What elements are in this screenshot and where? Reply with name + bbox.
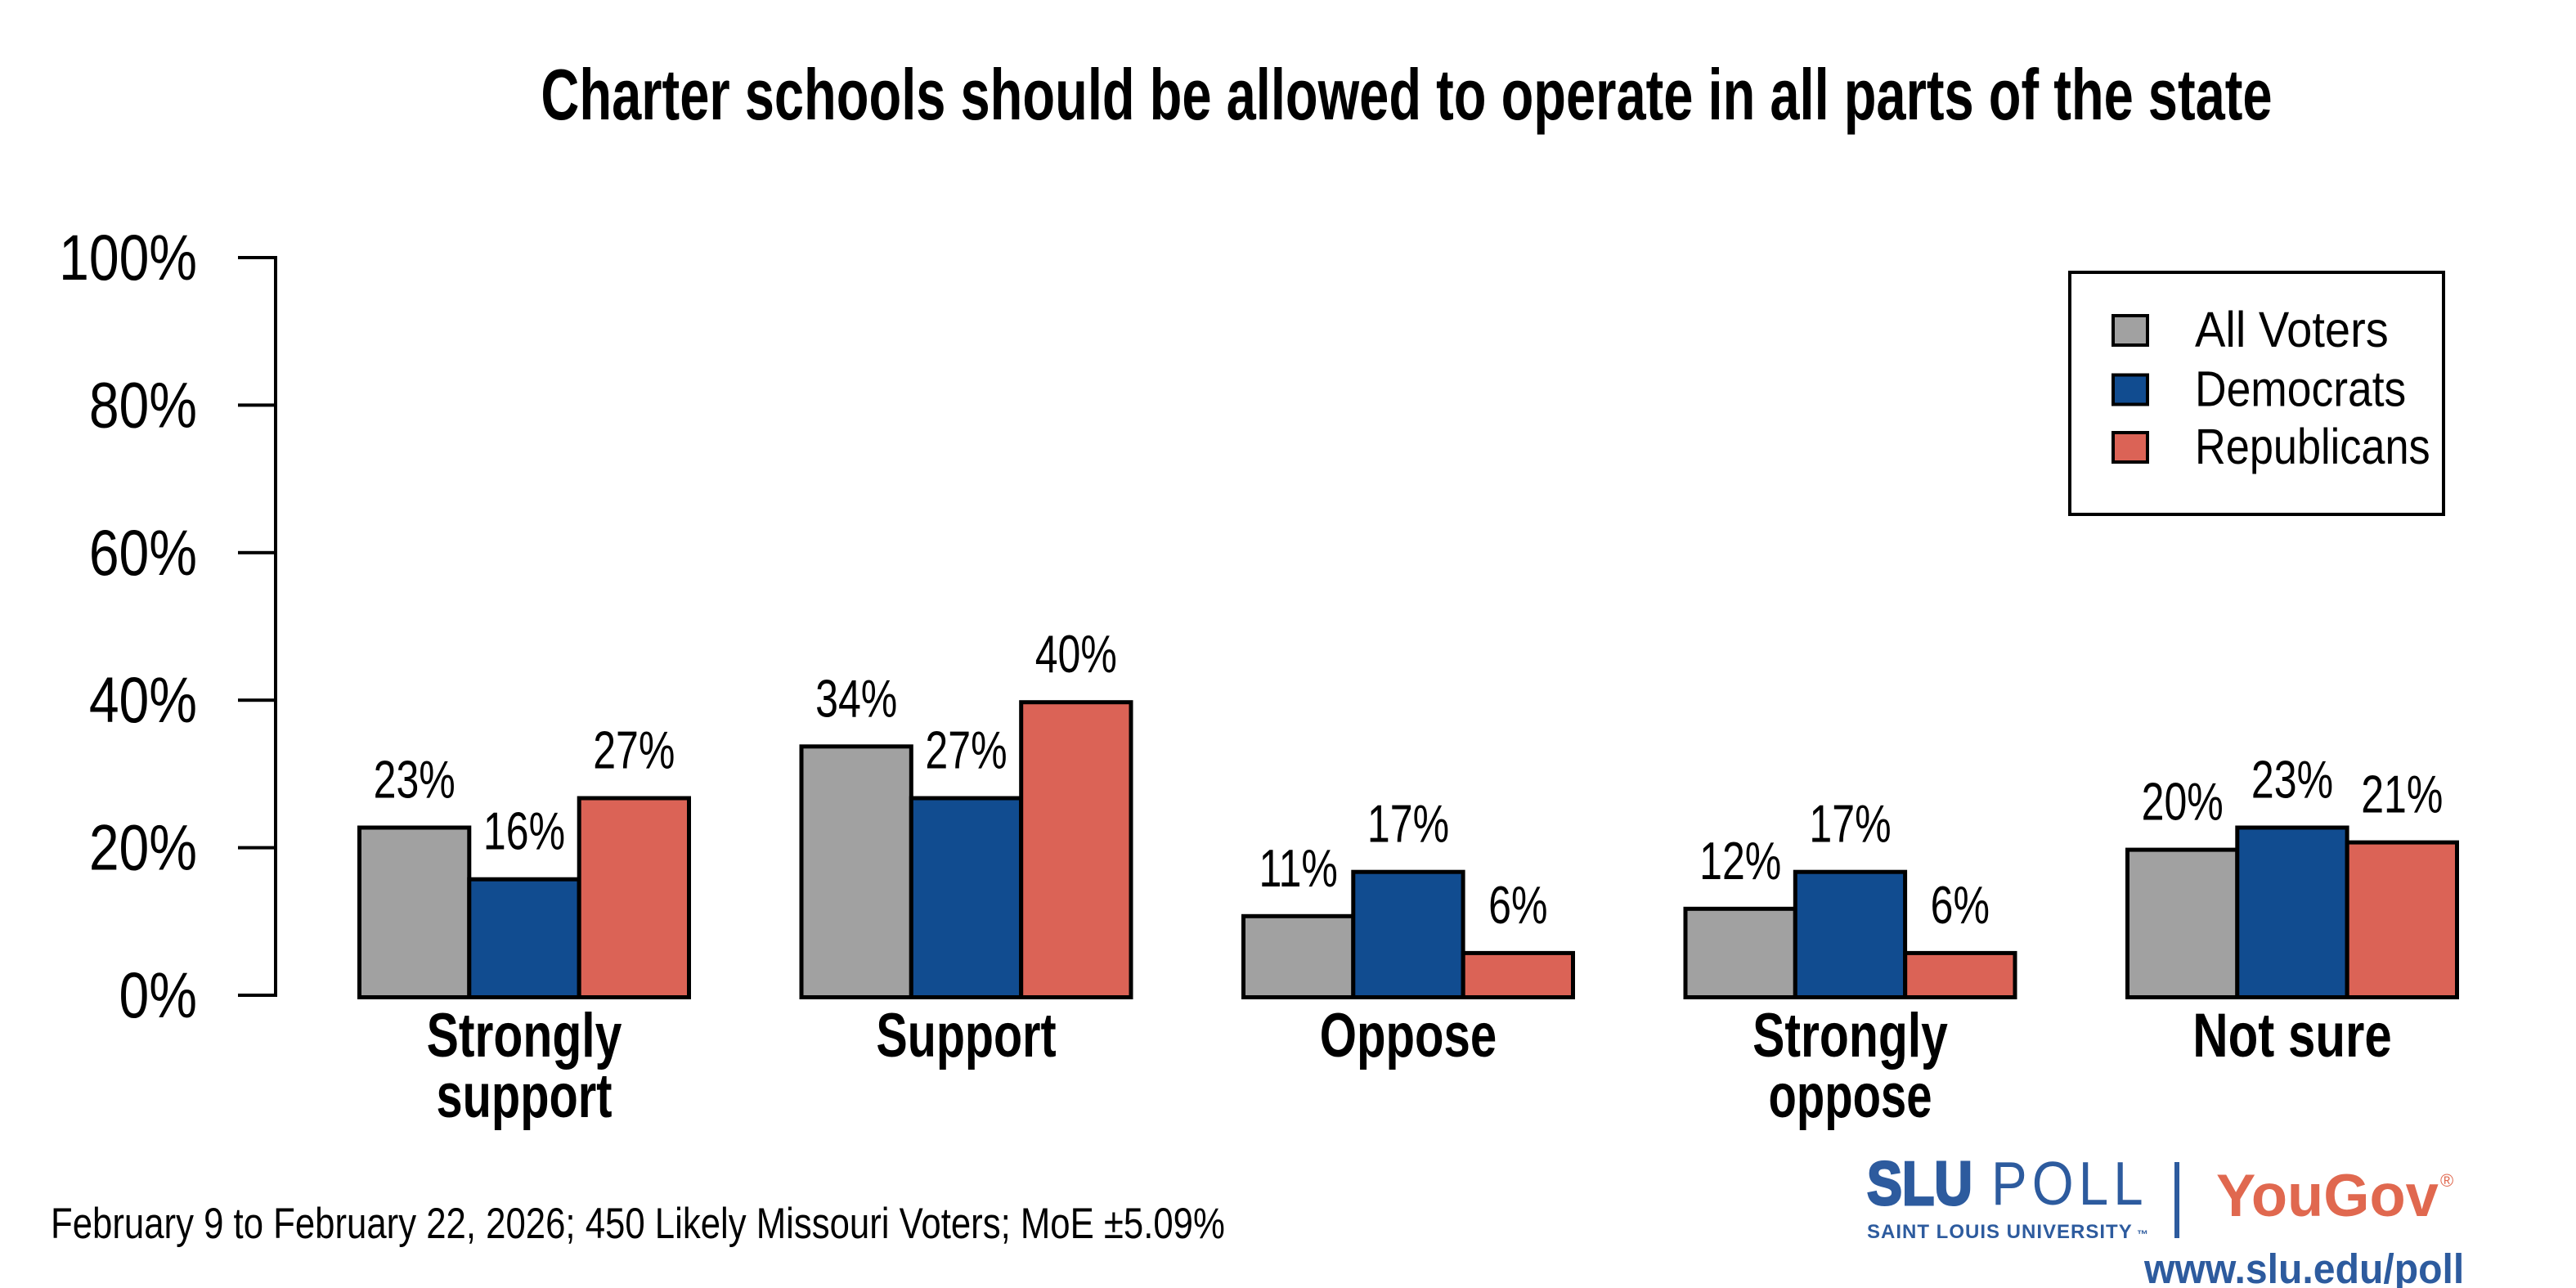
svg-text:21%: 21% bbox=[2361, 765, 2443, 824]
svg-text:Oppose: Oppose bbox=[1320, 1002, 1497, 1070]
svg-text:6%: 6% bbox=[1931, 876, 1990, 936]
svg-text:40%: 40% bbox=[1035, 625, 1117, 684]
svg-text:YouGov: YouGov bbox=[2216, 1163, 2439, 1229]
svg-text:20%: 20% bbox=[2142, 772, 2224, 832]
svg-text:0%: 0% bbox=[119, 959, 197, 1031]
svg-text:27%: 27% bbox=[593, 720, 675, 780]
svg-text:40%: 40% bbox=[89, 665, 197, 737]
svg-text:20%: 20% bbox=[89, 812, 197, 884]
svg-text:SAINT LOUIS UNIVERSITY: SAINT LOUIS UNIVERSITY bbox=[1867, 1221, 2133, 1243]
svg-text:Strongly: Strongly bbox=[427, 1001, 622, 1070]
svg-text:23%: 23% bbox=[374, 750, 456, 810]
svg-text:Not sure: Not sure bbox=[2192, 1000, 2391, 1070]
svg-text:100%: 100% bbox=[59, 222, 197, 294]
svg-text:34%: 34% bbox=[815, 669, 897, 729]
svg-text:16%: 16% bbox=[483, 801, 565, 861]
svg-text:POLL: POLL bbox=[1991, 1149, 2148, 1218]
svg-text:6%: 6% bbox=[1488, 876, 1547, 936]
svg-text:All Voters: All Voters bbox=[2195, 303, 2389, 358]
svg-text:80%: 80% bbox=[89, 370, 197, 442]
svg-text:12%: 12% bbox=[1699, 832, 1781, 891]
svg-text:Strongly: Strongly bbox=[1752, 1001, 1948, 1070]
svg-text:SLU: SLU bbox=[1867, 1149, 1972, 1218]
svg-text:17%: 17% bbox=[1367, 794, 1449, 854]
svg-text:17%: 17% bbox=[1809, 794, 1891, 854]
svg-text:support: support bbox=[437, 1061, 613, 1130]
svg-text:®: ® bbox=[2440, 1170, 2453, 1191]
svg-text:February 9 to February 22, 202: February 9 to February 22, 2026; 450 Lik… bbox=[51, 1200, 1225, 1248]
svg-text:™: ™ bbox=[2137, 1227, 2148, 1241]
svg-text:23%: 23% bbox=[2251, 750, 2333, 810]
svg-text:Republicans: Republicans bbox=[2195, 420, 2430, 475]
svg-text:www.slu.edu/poll: www.slu.edu/poll bbox=[2143, 1245, 2464, 1288]
svg-text:27%: 27% bbox=[925, 720, 1007, 780]
svg-text:oppose: oppose bbox=[1769, 1061, 1932, 1131]
svg-text:Democrats: Democrats bbox=[2195, 361, 2406, 417]
svg-text:60%: 60% bbox=[89, 517, 197, 589]
svg-text:11%: 11% bbox=[1259, 839, 1337, 899]
svg-text:Charter schools should be allo: Charter schools should be allowed to ope… bbox=[541, 56, 2272, 136]
svg-text:Support: Support bbox=[876, 1001, 1056, 1070]
